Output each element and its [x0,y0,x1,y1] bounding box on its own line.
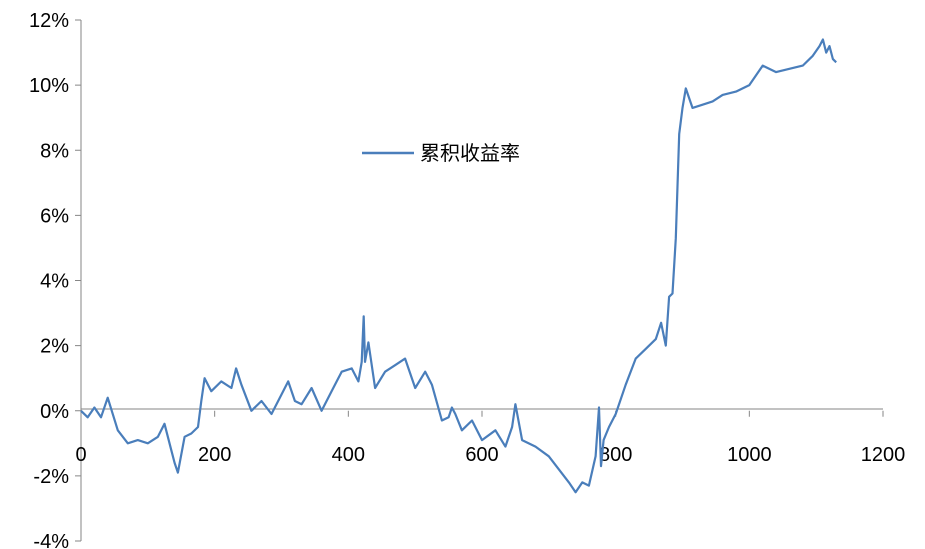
y-axis: 12% 10% 8% 6% 4% 2% 0% -2% -4% [29,10,82,549]
y-tick-label: 10% [29,75,69,97]
x-tick-label: 1200 [861,444,906,466]
y-tick-label: -4% [33,531,69,549]
x-tick-label: 200 [198,444,231,466]
legend-label: 累积收益率 [420,141,520,165]
x-tick-label: 1000 [727,444,772,466]
y-tick-label: -2% [33,466,69,488]
x-axis: 0 200 400 600 800 1000 1200 [75,408,906,466]
x-tick-label: 600 [465,444,498,466]
y-tick-label: 4% [40,271,69,293]
legend: 累积收益率 [362,141,520,165]
x-tick-label: 800 [599,444,632,466]
y-tick-label: 6% [40,205,69,227]
y-tick-label: 12% [29,10,69,32]
y-tick-label: 8% [40,140,69,162]
x-tick-label: 0 [75,444,86,466]
y-tick-label: 0% [40,401,69,423]
x-tick-label: 400 [332,444,365,466]
series-layer [80,38,837,494]
y-tick-label: 2% [40,336,69,358]
series-line-0 [80,38,837,494]
